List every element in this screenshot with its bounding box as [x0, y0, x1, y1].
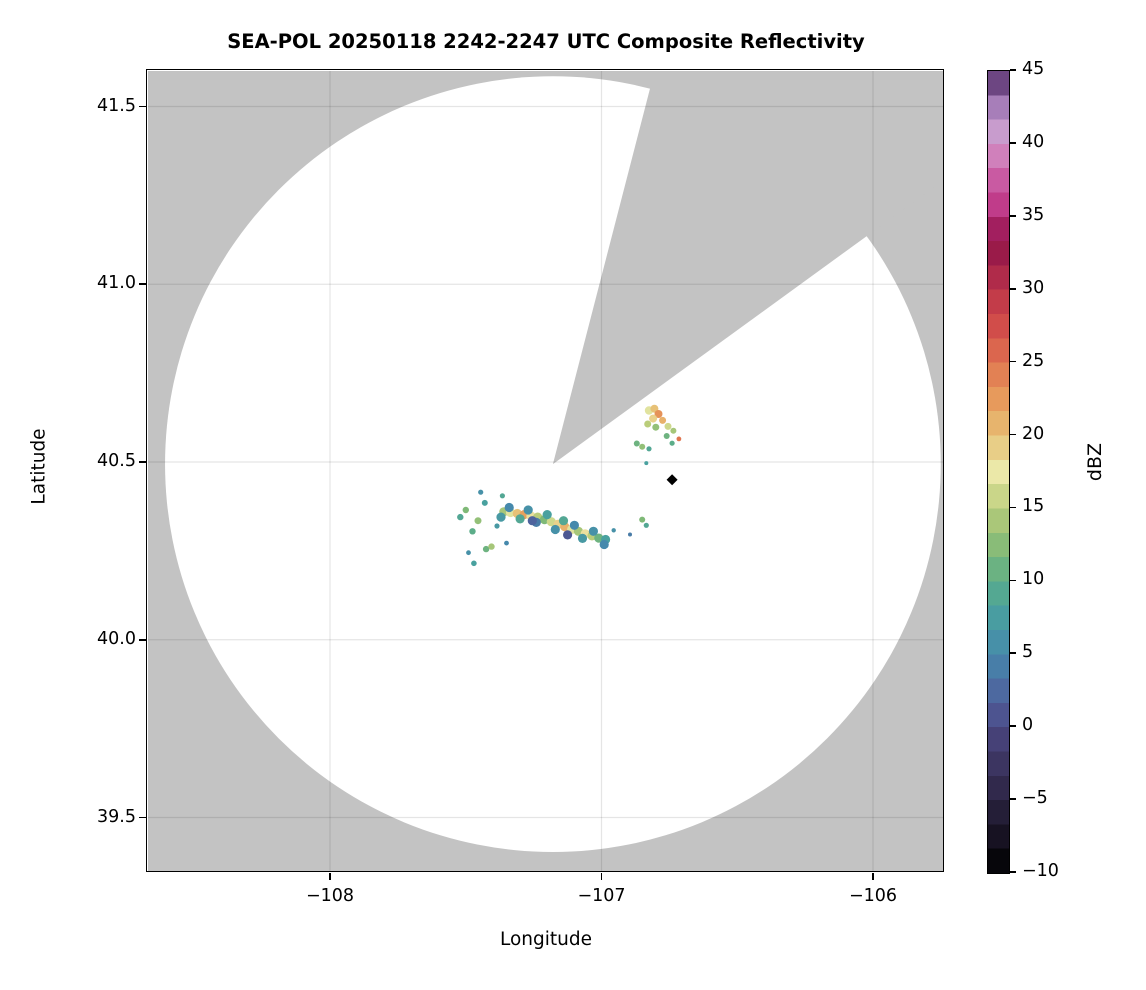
y-tick-mark [139, 105, 146, 108]
colorbar-tick-mark [1010, 360, 1016, 363]
colorbar-tick-mark [1010, 725, 1016, 727]
reflectivity-echo [488, 543, 495, 550]
reflectivity-echo [599, 539, 609, 550]
colorbar-tick-label: 35 [1022, 204, 1045, 225]
plot-title: SEA-POL 20250118 2242-2247 UTC Composite… [227, 30, 865, 53]
colorbar-tick-label: 20 [1022, 423, 1045, 444]
reflectivity-echo [676, 436, 682, 442]
x-tick-mark [872, 873, 874, 880]
reflectivity-echo [481, 499, 488, 506]
colorbar-tick-mark [1010, 871, 1016, 873]
colorbar [987, 70, 1010, 874]
reflectivity-echo [550, 524, 560, 535]
reflectivity-echo [639, 516, 646, 523]
x-tick-label: −108 [305, 886, 355, 906]
x-axis-label: Longitude [499, 929, 592, 950]
reflectivity-echo [504, 502, 514, 513]
reflectivity-echo [646, 446, 652, 452]
reflectivity-echo [457, 513, 464, 521]
reflectivity-echo [664, 422, 672, 430]
reflectivity-echo [669, 440, 675, 446]
reflectivity-echo [639, 443, 646, 450]
y-tick-mark [139, 283, 146, 286]
y-tick-label: 41.5 [97, 95, 136, 116]
reflectivity-echo [588, 526, 598, 536]
y-tick-label: 41.0 [97, 273, 136, 294]
colorbar-tick-label: 0 [1022, 715, 1034, 736]
reflectivity-echo [471, 560, 477, 567]
colorbar-tick-label: 40 [1022, 131, 1045, 152]
y-tick-mark [139, 638, 146, 641]
y-tick-label: 39.5 [97, 806, 136, 827]
colorbar-tick-mark [1010, 287, 1016, 290]
colorbar-tick-mark [1010, 142, 1016, 144]
reflectivity-echo [499, 493, 505, 499]
reflectivity-echo [652, 423, 660, 431]
reflectivity-echo [558, 516, 569, 526]
reflectivity-echo [469, 528, 476, 535]
reflectivity-echo [515, 514, 525, 524]
colorbar-tick-mark [1010, 798, 1016, 800]
colorbar-tick-mark [1010, 652, 1016, 655]
reflectivity-echo [659, 416, 667, 424]
y-tick-mark [139, 816, 146, 819]
colorbar-tick-label: 15 [1022, 496, 1045, 517]
reflectivity-echo [523, 505, 533, 515]
reflectivity-echo [466, 550, 471, 556]
reflectivity-echo [478, 489, 484, 495]
x-tick-label: −107 [577, 886, 626, 906]
reflectivity-echo [577, 533, 588, 543]
reflectivity-echo [569, 520, 579, 530]
blocked-sector-wedge [552, 71, 944, 465]
colorbar-tick-label: −5 [1022, 788, 1048, 809]
y-tick-label: 40.5 [97, 451, 136, 471]
colorbar-tick-mark [1010, 579, 1016, 582]
reflectivity-echo [542, 510, 552, 520]
colorbar-tick-mark [1010, 215, 1016, 217]
y-tick-label: 40.0 [97, 628, 136, 649]
colorbar-tick-label: 10 [1022, 569, 1045, 590]
colorbar-tick-mark [1010, 506, 1016, 509]
x-tick-label: −106 [848, 886, 898, 906]
colorbar-tick-label: 30 [1022, 277, 1045, 298]
y-tick-mark [139, 461, 146, 463]
radar-site-marker [666, 474, 678, 486]
reflectivity-echo [663, 433, 670, 439]
reflectivity-echo [628, 532, 632, 537]
colorbar-tick-label: 25 [1022, 350, 1045, 371]
x-tick-mark [600, 873, 603, 880]
reflectivity-echo [611, 528, 616, 533]
y-axis-label: Latitude [28, 428, 50, 505]
reflectivity-echo [496, 512, 506, 522]
reflectivity-echo [649, 414, 658, 423]
reflectivity-echo [654, 410, 663, 418]
colorbar-tick-label: 5 [1022, 642, 1034, 663]
reflectivity-echo [482, 545, 490, 553]
reflectivity-echo [527, 516, 537, 526]
reflectivity-echo [670, 427, 677, 434]
reflectivity-echo [644, 461, 649, 466]
colorbar-tick-label: −10 [1022, 861, 1059, 881]
reflectivity-echo [494, 523, 500, 529]
colorbar-label: dBZ [1084, 442, 1106, 482]
plot-area [148, 71, 944, 872]
reflectivity-echo [563, 530, 573, 540]
colorbar-tick-label: 45 [1022, 59, 1045, 79]
colorbar-tick-mark [1010, 69, 1016, 71]
reflectivity-echo [643, 522, 649, 528]
colorbar-tick-mark [1010, 433, 1016, 436]
reflectivity-echo [504, 540, 509, 546]
reflectivity-echo [474, 517, 482, 525]
x-tick-mark [329, 873, 331, 880]
reflectivity-echo [644, 420, 652, 428]
reflectivity-echo [633, 440, 640, 447]
reflectivity-echo [462, 506, 469, 514]
